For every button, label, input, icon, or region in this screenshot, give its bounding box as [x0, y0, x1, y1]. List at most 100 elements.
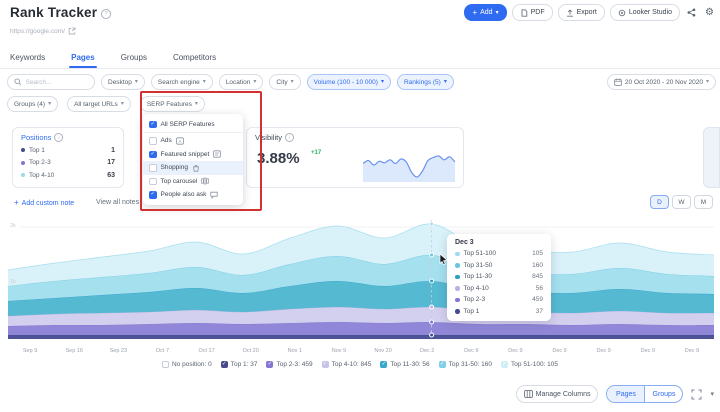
help-icon[interactable]: ?	[101, 9, 111, 19]
search-input[interactable]	[23, 77, 88, 87]
view-all-notes-button[interactable]: View all notes	[96, 199, 140, 206]
checkbox[interactable]	[149, 137, 157, 145]
checkbox[interactable]	[149, 164, 157, 172]
checkbox[interactable]	[149, 177, 157, 185]
checkbox[interactable]: ✓	[149, 191, 157, 199]
chevron-down-icon: ▾	[443, 79, 447, 85]
band-top-2-3	[8, 321, 714, 335]
external-link-icon[interactable]	[68, 27, 76, 35]
x-axis-label: Dec 2	[420, 348, 435, 354]
city-filter[interactable]: City ▾	[269, 74, 301, 90]
share-icon[interactable]	[685, 8, 698, 17]
chevron-down-icon: ▾	[134, 79, 138, 85]
stacked-area-chart[interactable]	[7, 212, 715, 347]
period-m-button[interactable]: M	[694, 195, 713, 209]
pdf-button[interactable]: PDF	[511, 4, 553, 21]
x-axis-label: Sep 23	[109, 348, 128, 354]
checkbox[interactable]: ✓	[380, 360, 388, 368]
x-axis-label: Dec 9	[508, 348, 523, 354]
search-engine-filter[interactable]: Search engine ▾	[150, 74, 213, 90]
serp-feature-option[interactable]: ✓ People also ask	[143, 188, 243, 202]
manage-columns-button[interactable]: Manage Columns	[515, 385, 599, 403]
legend-item[interactable]: ✓ Top 1: 37	[220, 360, 258, 368]
export-button[interactable]: Export	[557, 4, 605, 21]
add-button[interactable]: + Add ▾	[464, 4, 507, 21]
groups-filter[interactable]: Groups (4) ▾	[7, 96, 59, 112]
serp-feature-label: Ads	[160, 137, 172, 145]
add-custom-note-button[interactable]: + Add custom note	[14, 199, 74, 207]
checkbox[interactable]: ✓	[438, 360, 446, 368]
info-icon[interactable]: i	[284, 133, 294, 142]
checkbox[interactable]: ✓	[149, 150, 157, 158]
add-custom-note-label: Add custom note	[21, 199, 75, 207]
period-w-button[interactable]: W	[672, 195, 691, 209]
tooltip-label: Top 11-30	[463, 273, 492, 281]
legend-label: Top 11-30: 56	[390, 361, 430, 368]
legend-item[interactable]: ✓ Top 2-3: 459	[266, 360, 313, 368]
tab-competitors[interactable]: Competitors	[172, 53, 217, 62]
serp-feature-option[interactable]: Top carousel	[143, 175, 243, 189]
rankings-chart-area[interactable]: Dec 3 Top 51-100 105 Top 31-50 160 Top 11-30…	[7, 212, 715, 347]
series-dot	[21, 173, 25, 178]
pdf-file-icon	[521, 8, 527, 17]
checkbox[interactable]	[161, 361, 169, 368]
checkbox[interactable]: ✓	[220, 360, 228, 368]
pages-view-button[interactable]: Pages	[607, 386, 646, 402]
checkbox[interactable]: ✓	[501, 360, 509, 368]
info-icon[interactable]: i	[54, 133, 64, 142]
serp-features-filter[interactable]: SERP Features ▾	[139, 96, 205, 112]
looker-studio-button[interactable]: Looker Studio	[609, 4, 681, 21]
chart-marker	[429, 252, 435, 258]
serp-feature-label: All SERP Features	[160, 121, 215, 128]
visibility-delta: +17	[311, 150, 322, 156]
tooltip-rows: Top 51-100 105 Top 31-50 160 Top 11-30 845 Top…	[455, 248, 543, 317]
export-icon	[566, 9, 573, 17]
city-filter-label: City	[276, 78, 288, 86]
tooltip-value: 56	[535, 284, 543, 292]
x-axis-label: Nov 20	[374, 348, 392, 354]
top-carousel-icon	[201, 177, 210, 185]
series-dot	[455, 286, 460, 291]
tab-keywords[interactable]: Keywords	[10, 53, 46, 62]
location-filter[interactable]: Location ▾	[218, 74, 264, 90]
groups-view-button[interactable]: Groups	[652, 390, 676, 398]
volume-filter[interactable]: Volume (100 - 10 000) ▾	[306, 74, 391, 90]
position-label: Top 4-10	[29, 171, 55, 179]
legend-label: Top 1: 37	[230, 361, 258, 368]
page-title: Rank Tracker	[10, 5, 98, 20]
device-filter[interactable]: Desktop ▾	[101, 74, 145, 90]
legend-item[interactable]: ✓ Top 4-10: 845	[321, 360, 371, 368]
tab-groups[interactable]: Groups	[120, 53, 147, 62]
period-d-button[interactable]: D	[650, 195, 669, 209]
tab-pages[interactable]: Pages	[69, 53, 97, 68]
chart-tooltip: Dec 3 Top 51-100 105 Top 31-50 160 Top 11-30…	[447, 234, 551, 321]
rankings-filter[interactable]: Rankings (5) ▾	[396, 74, 454, 90]
collapse-chevron-icon[interactable]: ▾	[710, 391, 714, 398]
legend-item[interactable]: No position: 0	[161, 361, 212, 368]
serp-feature-option[interactable]: Ads A	[143, 134, 243, 148]
checkbox[interactable]: ✓	[149, 120, 157, 129]
tooltip-label: Top 51-100	[463, 250, 497, 258]
serp-feature-option[interactable]: Shopping	[143, 161, 243, 175]
chevron-down-icon: ▾	[495, 9, 499, 16]
legend-item[interactable]: ✓ Top 31-50: 160	[438, 360, 492, 368]
checkbox[interactable]: ✓	[266, 360, 274, 368]
target-urls-filter[interactable]: All target URLs ▾	[67, 96, 131, 112]
date-range-picker[interactable]: 20 Oct 2020 - 20 Nov 2020 ▾	[606, 74, 716, 90]
serp-feature-option[interactable]: ✓ Featured snippet	[143, 148, 243, 162]
legend-item[interactable]: ✓ Top 11-30: 56	[380, 360, 430, 368]
plus-icon: +	[14, 198, 19, 207]
legend-item[interactable]: ✓ Top 51-100: 105	[501, 361, 558, 368]
project-url[interactable]: https://google.com/	[10, 27, 65, 35]
tooltip-value: 160	[532, 261, 543, 269]
serp-feature-option[interactable]: ✓ All SERP Features	[143, 117, 243, 133]
settings-gear-icon[interactable]: ⚙	[705, 7, 714, 18]
add-button-label: Add	[480, 9, 493, 16]
checkbox[interactable]: ✓	[321, 360, 329, 368]
tooltip-value: 845	[532, 273, 543, 281]
x-axis-label: Nov 1	[287, 348, 302, 354]
tooltip-value: 459	[532, 296, 543, 304]
fullscreen-icon[interactable]	[691, 389, 702, 400]
series-dot	[455, 297, 460, 302]
filter-row-primary: Desktop▾ Search engine▾ Location▾ City▾ …	[7, 74, 716, 90]
